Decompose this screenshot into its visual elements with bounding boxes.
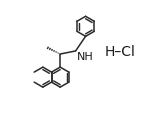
Text: NH: NH — [77, 52, 94, 62]
Text: H–Cl: H–Cl — [105, 45, 136, 59]
